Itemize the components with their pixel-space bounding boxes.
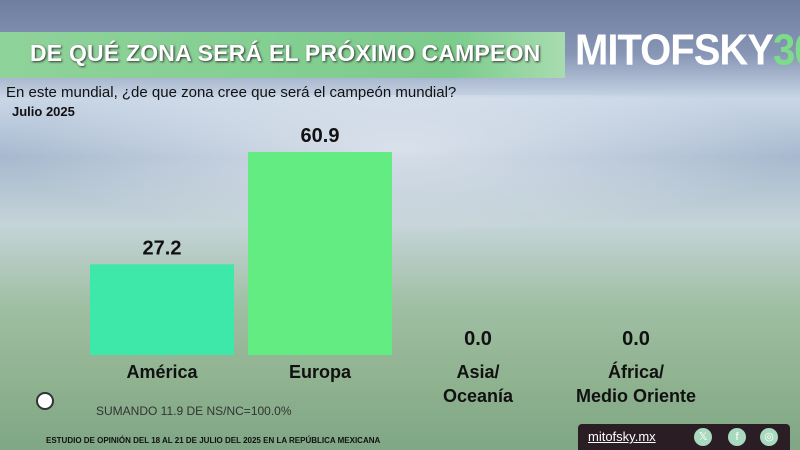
category-label-2: Asia/ [456,362,499,382]
data-label-3: 0.0 [622,328,650,350]
instagram-icon[interactable]: ◎ [760,428,778,446]
bar-1 [248,152,392,355]
category-label-0: América [126,362,198,382]
website-link[interactable]: mitofsky.mx [588,429,656,444]
x-icon[interactable]: 𝕏 [694,428,712,446]
study-footer: ESTUDIO DE OPINIÓN DEL 18 AL 21 DE JULIO… [46,436,381,445]
social-bar: mitofsky.mx 𝕏 f ◎ [578,424,790,450]
soccer-ball-icon [36,392,54,410]
nsnc-note: SUMANDO 11.9 DE NS/NC=100.0% [96,404,292,418]
data-label-0: 27.2 [143,237,182,259]
page-title: DE QUÉ ZONA SERÁ EL PRÓXIMO CAMPEON [30,40,541,66]
title-banner [0,32,565,78]
data-label-1: 60.9 [301,125,340,147]
category-label-2: Oceanía [443,386,514,406]
data-label-2: 0.0 [464,328,492,350]
stadium-lights [0,95,800,235]
mitofsky-logo: MITOFSKY30 [575,25,800,75]
category-label-1: Europa [289,362,352,382]
category-label-3: África/ [608,361,664,382]
bar-0 [90,264,234,355]
category-label-3: Medio Oriente [576,386,696,406]
facebook-icon[interactable]: f [728,428,746,446]
question-text: En este mundial, ¿de que zona cree que s… [6,84,457,101]
period-label: Julio 2025 [12,104,75,119]
